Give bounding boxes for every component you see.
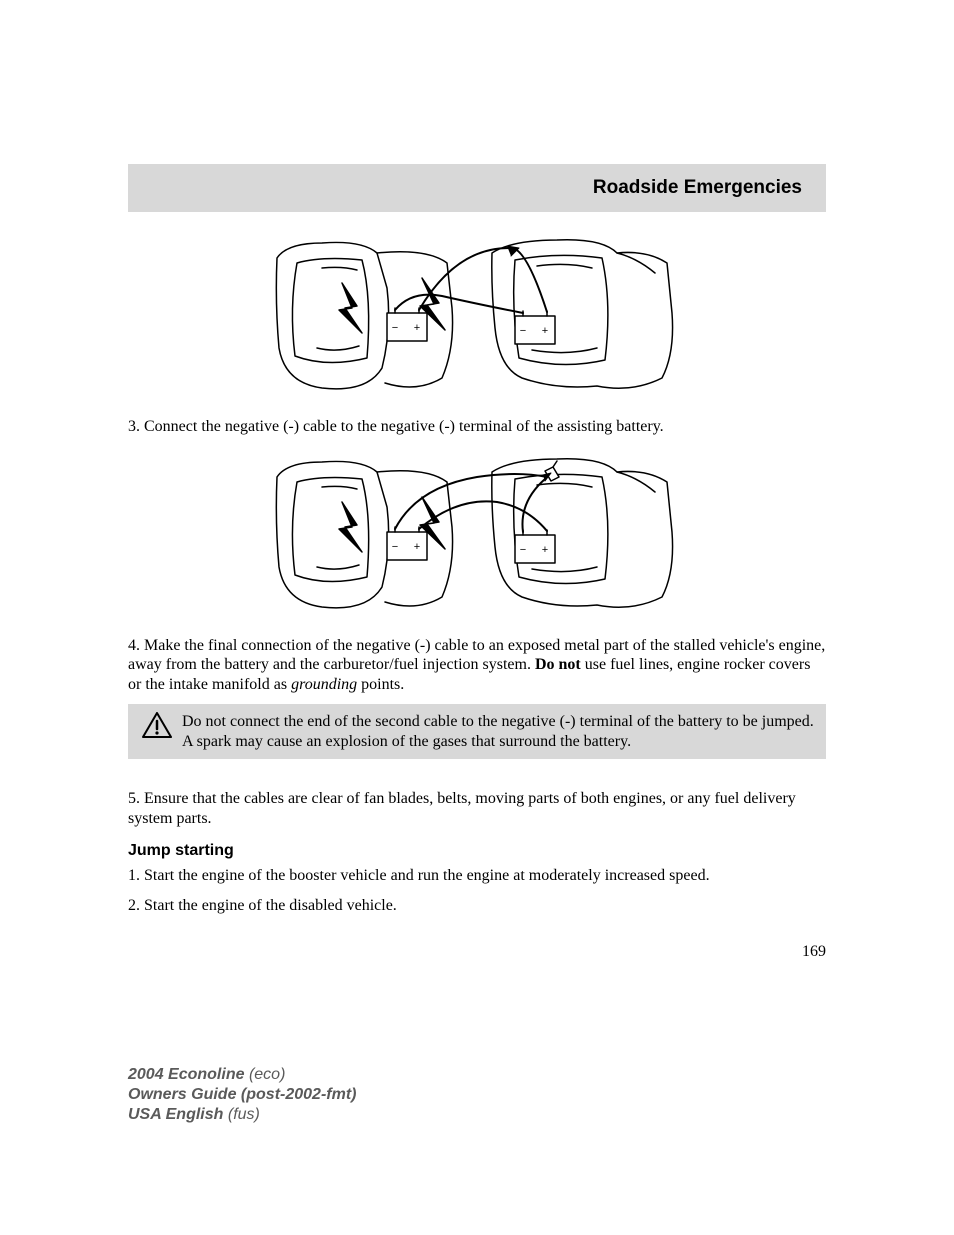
- page: Roadside Emergencies: [0, 0, 954, 961]
- step-4-grounding: grounding: [291, 676, 357, 693]
- svg-text:+: +: [414, 541, 420, 553]
- jumper-diagram-2: − + − +: [128, 447, 826, 622]
- svg-text:−: −: [520, 325, 526, 337]
- svg-text:+: +: [542, 544, 548, 556]
- svg-text:−: −: [392, 322, 398, 334]
- footer-lang: USA English: [128, 1106, 228, 1123]
- engine-bay-diagram-icon: − + − +: [267, 447, 687, 622]
- jump-step-1: 1. Start the engine of the booster vehic…: [128, 866, 826, 886]
- warning-box: Do not connect the end of the second cab…: [128, 704, 826, 759]
- footer-model: 2004 Econoline: [128, 1066, 249, 1083]
- footer-lang-code: (fus): [228, 1106, 260, 1123]
- footer-line-3: USA English (fus): [128, 1105, 356, 1125]
- step-3-text: 3. Connect the negative (-) cable to the…: [128, 417, 826, 437]
- jump-starting-heading: Jump starting: [128, 842, 826, 860]
- footer-model-code: (eco): [249, 1066, 285, 1083]
- step-4-donot: Do not: [535, 656, 581, 673]
- step-4-part-c: points.: [357, 676, 404, 693]
- step-5-text: 5. Ensure that the cables are clear of f…: [128, 789, 826, 828]
- footer: 2004 Econoline (eco) Owners Guide (post-…: [128, 1065, 356, 1125]
- footer-guide: Owners Guide (post-2002-fmt): [128, 1086, 356, 1103]
- footer-line-1: 2004 Econoline (eco): [128, 1065, 356, 1085]
- svg-text:+: +: [414, 322, 420, 334]
- engine-bay-diagram-icon: − + − +: [267, 228, 687, 403]
- warning-triangle-icon: [142, 712, 172, 744]
- svg-text:−: −: [392, 541, 398, 553]
- footer-line-2: Owners Guide (post-2002-fmt): [128, 1085, 356, 1105]
- warning-text: Do not connect the end of the second cab…: [182, 713, 814, 750]
- svg-text:−: −: [520, 544, 526, 556]
- header-band: Roadside Emergencies: [128, 164, 826, 212]
- step-4-text: 4. Make the final connection of the nega…: [128, 636, 826, 695]
- page-number: 169: [128, 943, 826, 961]
- jump-step-2: 2. Start the engine of the disabled vehi…: [128, 896, 826, 916]
- jumper-diagram-1: − + − +: [128, 228, 826, 403]
- svg-text:+: +: [542, 325, 548, 337]
- page-title: Roadside Emergencies: [593, 177, 802, 199]
